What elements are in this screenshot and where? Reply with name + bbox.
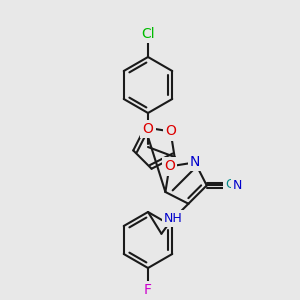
Text: F: F: [144, 283, 152, 297]
Text: Cl: Cl: [141, 27, 155, 41]
Text: O: O: [142, 122, 153, 136]
Text: NH: NH: [164, 212, 183, 225]
Text: O: O: [164, 159, 175, 173]
Text: C: C: [225, 178, 234, 191]
Text: N: N: [190, 155, 200, 170]
Text: N: N: [233, 179, 242, 192]
Text: O: O: [165, 124, 176, 138]
